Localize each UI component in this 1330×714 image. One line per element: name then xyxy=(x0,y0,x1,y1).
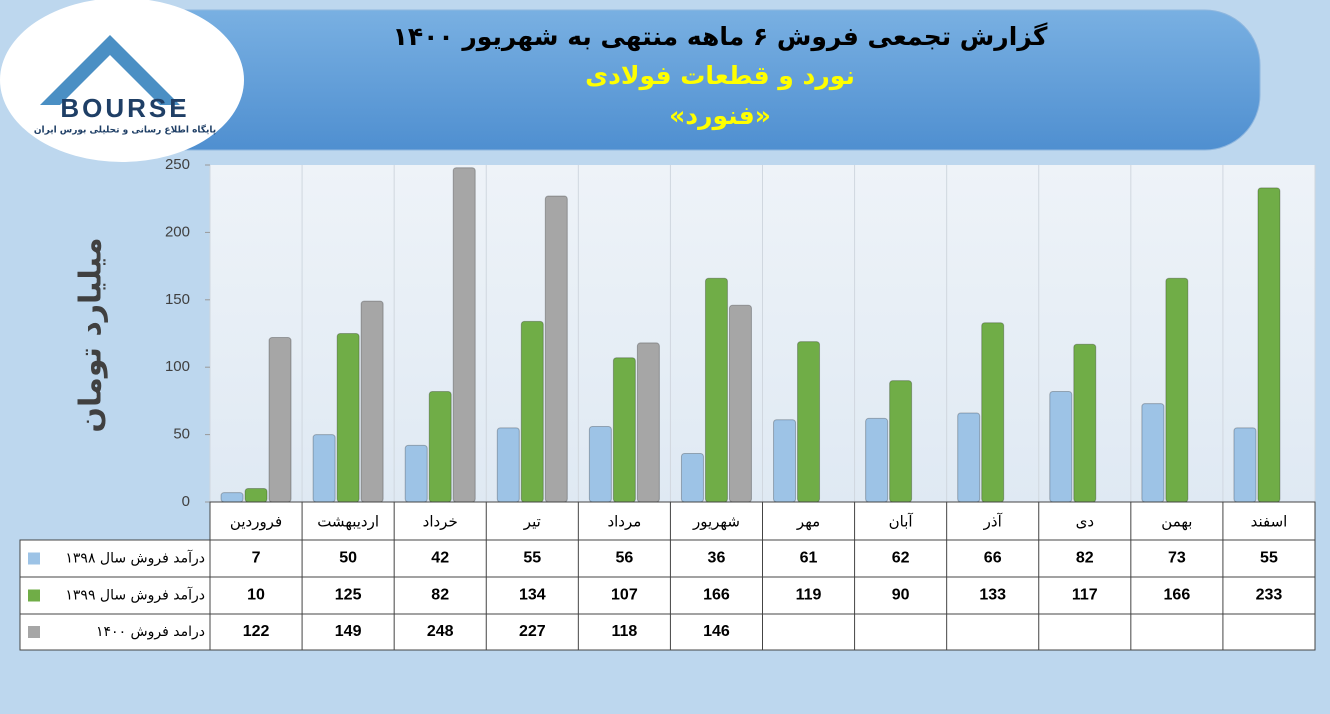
bar xyxy=(636,342,660,503)
y-axis-title: میلیارد تومان xyxy=(74,237,109,432)
table-value: 36 xyxy=(708,550,726,567)
table-value: 107 xyxy=(611,587,638,604)
bar xyxy=(1073,343,1097,503)
legend-swatch xyxy=(28,552,40,565)
bar xyxy=(728,304,752,503)
legend-label: درآمد فروش سال ۱۳۹۸ xyxy=(65,550,205,567)
table-value: 62 xyxy=(892,550,910,567)
bar xyxy=(1165,277,1189,503)
table-value: 61 xyxy=(800,550,818,567)
legend-label: درامد فروش ۱۴۰۰ xyxy=(96,624,205,640)
chart-subtitle: نورد و قطعات فولادی xyxy=(585,61,855,91)
table-value: 66 xyxy=(984,550,1002,567)
bar xyxy=(588,426,612,503)
table-value: 166 xyxy=(1164,587,1191,604)
bar xyxy=(244,488,268,503)
bar xyxy=(981,322,1005,503)
bar xyxy=(1257,187,1281,503)
table-value: 149 xyxy=(335,623,362,640)
legend-swatch xyxy=(28,589,40,602)
table-value: 133 xyxy=(979,587,1006,604)
logo-text: BOURSE xyxy=(60,93,189,123)
y-tick-label: 200 xyxy=(165,223,190,240)
table-value: 233 xyxy=(1256,587,1283,604)
bar xyxy=(496,427,520,503)
x-tick-label: مرداد xyxy=(607,513,641,531)
bar xyxy=(452,167,476,503)
x-tick-label: دی xyxy=(1076,513,1094,531)
table-value: 117 xyxy=(1072,587,1098,604)
bar xyxy=(544,195,568,503)
legend-swatch xyxy=(28,626,40,638)
logo-subtitle: پایگاه اطلاع رسانی و تحلیلی بورس ایران xyxy=(34,124,216,136)
bar xyxy=(360,300,384,503)
y-tick-label: 150 xyxy=(165,291,190,308)
table-value: 73 xyxy=(1168,550,1186,567)
bar xyxy=(312,434,336,503)
table-value: 134 xyxy=(519,587,546,604)
table-value: 166 xyxy=(703,587,730,604)
table-value: 55 xyxy=(1260,550,1278,567)
table-value: 10 xyxy=(247,587,265,604)
x-tick-label: آذر xyxy=(983,513,1003,531)
x-tick-label: فروردین xyxy=(230,513,282,531)
bar xyxy=(404,444,428,503)
x-tick-label: شهریور xyxy=(692,513,740,531)
bar xyxy=(520,320,544,503)
bar xyxy=(680,452,704,503)
bar xyxy=(865,417,889,503)
table-value: 90 xyxy=(892,587,910,604)
chart-symbol: «فنورد» xyxy=(669,101,771,131)
x-tick-label: تیر xyxy=(523,513,541,531)
table-value: 55 xyxy=(523,550,541,567)
table-value: 248 xyxy=(427,623,454,640)
table-value: 119 xyxy=(796,587,822,604)
bar xyxy=(797,341,821,503)
bar xyxy=(612,357,636,503)
legend-label: درآمد فروش سال ۱۳۹۹ xyxy=(65,587,205,604)
bar xyxy=(889,380,913,503)
bar xyxy=(704,277,728,503)
table-value: 122 xyxy=(243,623,270,640)
bar xyxy=(336,333,360,503)
table-value: 227 xyxy=(519,623,546,640)
bar xyxy=(428,390,452,503)
bar xyxy=(268,337,292,503)
table-value: 125 xyxy=(335,587,362,604)
table-value: 82 xyxy=(431,587,449,604)
bar xyxy=(1233,427,1257,503)
x-tick-label: اسفند xyxy=(1251,513,1288,531)
table-value: 50 xyxy=(339,550,357,567)
table-value: 146 xyxy=(703,623,730,640)
y-tick-label: 0 xyxy=(182,493,190,510)
table-value: 118 xyxy=(611,623,637,640)
table-background xyxy=(19,539,1316,651)
table-value: 82 xyxy=(1076,550,1094,567)
table-value: 7 xyxy=(252,550,261,567)
logo-background xyxy=(0,0,244,162)
y-tick-label: 250 xyxy=(165,156,190,173)
x-tick-label: اردیبهشت xyxy=(317,513,379,531)
x-tick-label: مهر xyxy=(796,513,820,531)
x-tick-label: بهمن xyxy=(1161,513,1192,531)
table-value: 56 xyxy=(615,550,633,567)
bar xyxy=(1049,390,1073,503)
x-tick-label: خرداد xyxy=(423,513,458,531)
bar xyxy=(1141,403,1165,503)
table-value: 42 xyxy=(431,550,449,567)
chart-title: گزارش تجمعی فروش ۶ ماهه منتهی به شهریور … xyxy=(393,22,1048,52)
y-tick-label: 100 xyxy=(165,358,190,375)
y-tick-label: 50 xyxy=(173,426,190,443)
x-tick-label: آبان xyxy=(889,513,914,531)
bar xyxy=(957,412,981,503)
logo-shape xyxy=(40,35,180,105)
bar xyxy=(773,419,797,503)
bar xyxy=(220,492,244,503)
